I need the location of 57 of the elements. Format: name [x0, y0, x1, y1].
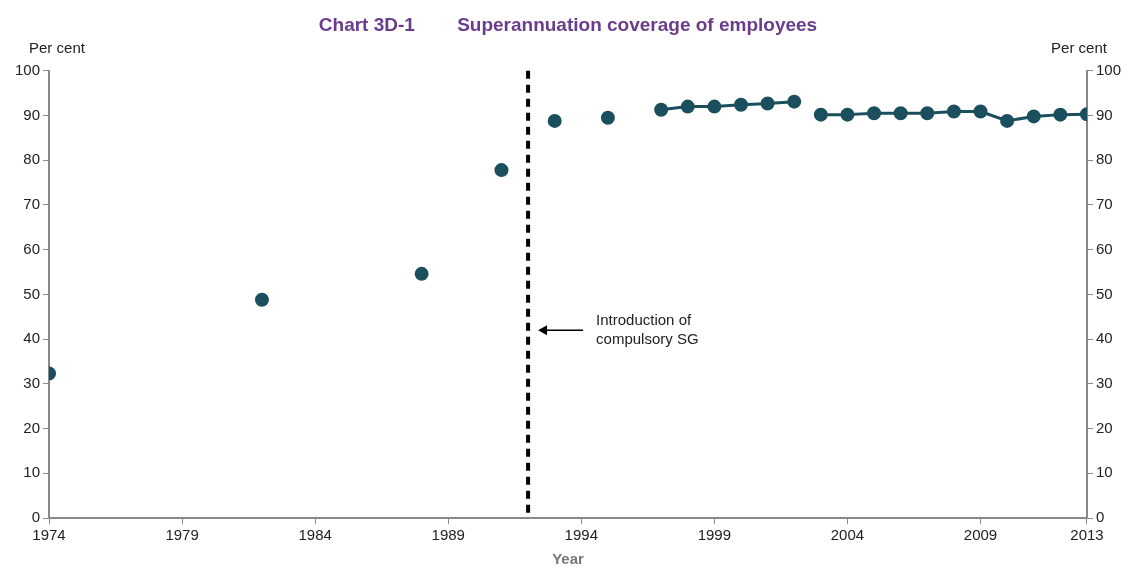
- y2-tick-label: 80: [1095, 150, 1113, 168]
- point: [973, 104, 988, 119]
- y-tick-label: 10: [23, 463, 41, 481]
- x-tick-label: 1974: [32, 526, 66, 544]
- y2-tick-label: 100: [1095, 60, 1121, 78]
- point: [867, 106, 882, 121]
- point: [893, 106, 908, 121]
- y2-axis-title: Per cent: [1051, 38, 1108, 56]
- y-tick-label: 20: [23, 418, 41, 436]
- y2-tick-label: 90: [1095, 105, 1113, 123]
- point: [787, 94, 802, 109]
- y-tick-label: 70: [23, 195, 41, 213]
- y-tick-label: 100: [15, 60, 41, 78]
- point: [680, 99, 695, 114]
- x-tick-label: 2004: [830, 526, 865, 544]
- x-tick-label: 1979: [165, 526, 199, 544]
- y-tick-label: 0: [31, 508, 41, 526]
- point: [707, 99, 722, 114]
- y-axis-title: Per cent: [29, 38, 86, 56]
- y2-tick-label: 40: [1095, 329, 1113, 347]
- y2-tick-label: 0: [1095, 508, 1105, 526]
- y-tick-label: 50: [23, 284, 41, 302]
- point: [254, 292, 269, 307]
- x-tick-label: 1989: [431, 526, 465, 544]
- y2-tick-label: 60: [1095, 239, 1113, 257]
- point: [547, 113, 562, 128]
- x-tick-label: 1994: [564, 526, 598, 544]
- point: [760, 96, 775, 111]
- point: [600, 110, 615, 125]
- x-tick-label: 2009: [963, 526, 998, 544]
- point: [733, 97, 748, 112]
- y-tick-label: 60: [23, 239, 41, 257]
- y2-tick-label: 20: [1095, 418, 1113, 436]
- x-axis-title: Year: [552, 550, 585, 567]
- point: [1000, 113, 1015, 128]
- point: [946, 104, 961, 119]
- y-tick-label: 80: [23, 150, 41, 168]
- x-tick-label: 2013: [1070, 526, 1104, 544]
- point: [1053, 107, 1068, 122]
- y2-tick-label: 50: [1095, 284, 1113, 302]
- y-tick-label: 90: [23, 105, 41, 123]
- chart-title: Chart 3D-1 Superannuation coverage of employees: [318, 13, 818, 35]
- point: [920, 106, 935, 121]
- point: [414, 266, 429, 281]
- y-tick-label: 30: [23, 373, 41, 391]
- x-tick-label: 1999: [697, 526, 732, 544]
- y2-tick-label: 10: [1095, 463, 1113, 481]
- x-tick-label: 1984: [298, 526, 332, 544]
- annotation: Introduction of compulsory SG: [596, 311, 699, 348]
- y2-tick-label: 70: [1095, 195, 1113, 213]
- y-tick-label: 40: [23, 329, 41, 347]
- point: [840, 107, 855, 122]
- point: [813, 107, 828, 122]
- point: [1026, 109, 1041, 124]
- y2-tick-label: 30: [1095, 373, 1113, 391]
- point: [494, 163, 509, 178]
- point: [654, 102, 669, 117]
